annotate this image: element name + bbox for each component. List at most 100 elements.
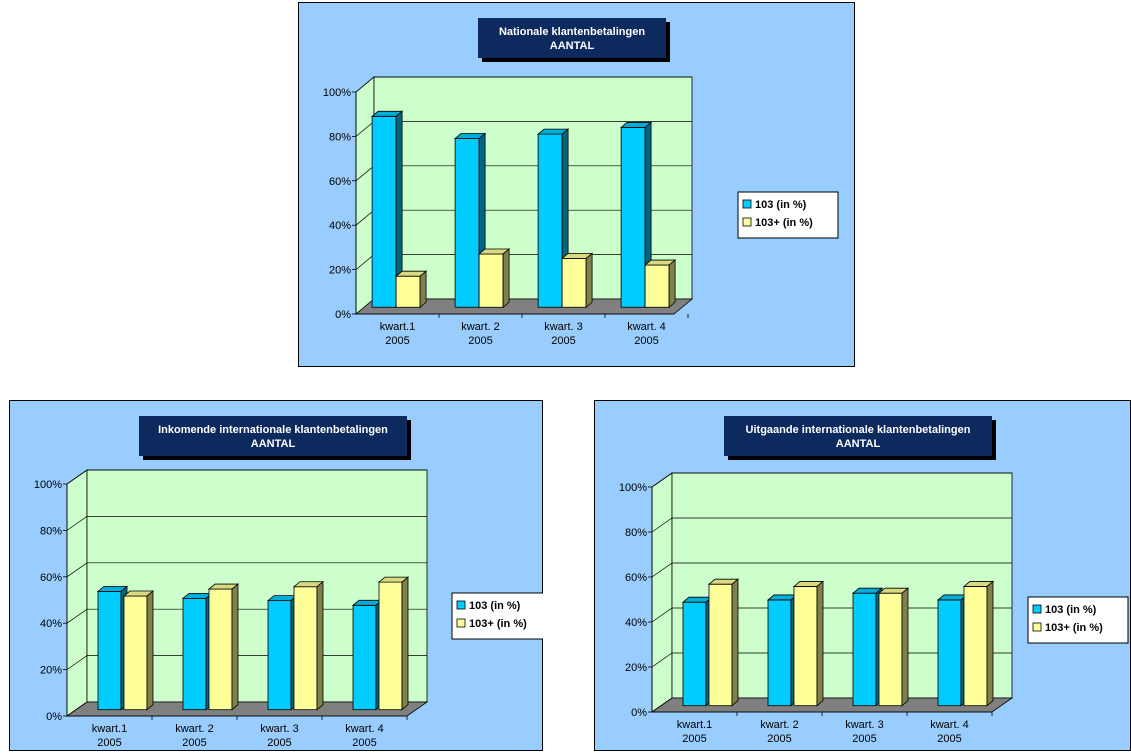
x-tick-label-year: 2005 — [97, 737, 121, 749]
bar-103plus-1 — [122, 590, 155, 711]
bar-side — [816, 580, 824, 707]
bar-front — [767, 599, 792, 707]
legend-label: 103 (in %) — [1045, 604, 1097, 616]
gridline — [66, 562, 427, 578]
chart-nationale: Nationale klantenbetalingen AANTAL 0% 20% 40… — [298, 2, 855, 367]
bar-103plus-4 — [377, 576, 410, 711]
chart-subtitle: AANTAL — [550, 40, 595, 52]
y-tick-label: 100% — [34, 479, 62, 491]
y-tick-label: 20% — [40, 665, 62, 677]
gridline — [66, 516, 427, 531]
x-tick-label: kwart. 2 — [760, 719, 799, 731]
bar-front — [852, 592, 877, 707]
bar-front — [454, 138, 480, 308]
x-tick-label: kwart.1 — [92, 723, 127, 735]
bar-front — [793, 586, 818, 707]
side-wall — [355, 76, 375, 315]
legend: 103 (in %) 103+ (in %) — [737, 191, 839, 239]
legend-label: 103 (in %) — [469, 600, 521, 612]
bar-front — [708, 583, 733, 707]
bar-103-4 — [351, 599, 384, 711]
x-tick-label: kwart. 4 — [930, 719, 969, 731]
y-tick-label: 60% — [40, 572, 62, 584]
legend-label: 103+ (in %) — [1045, 622, 1103, 634]
side-wall — [66, 469, 88, 717]
legend-swatch — [742, 217, 752, 227]
bar-front — [561, 258, 587, 308]
x-tick-label-year: 2005 — [852, 733, 876, 745]
bar-103-4 — [936, 594, 969, 707]
y-tick-label: 80% — [625, 527, 647, 539]
x-tick-label: kwart. 2 — [461, 321, 500, 333]
legend-label: 103+ (in %) — [469, 618, 527, 630]
bar-side — [901, 587, 909, 707]
bar-side — [401, 576, 409, 711]
legend-box — [1027, 596, 1129, 644]
bar-103-1 — [370, 110, 404, 309]
bar-side — [419, 270, 427, 309]
side-wall — [651, 472, 673, 713]
y-tick-label: 0% — [631, 707, 647, 719]
bar-front — [371, 115, 397, 308]
chart-subtitle: AANTAL — [251, 438, 296, 450]
gridline — [651, 472, 1012, 488]
bar-front — [937, 599, 962, 707]
x-tick-label: kwart. 3 — [845, 719, 884, 731]
y-tick-label: 20% — [329, 265, 351, 277]
bar-front — [478, 253, 504, 308]
bar-front — [97, 590, 122, 711]
title-box — [724, 416, 992, 456]
x-tick-label: kwart. 3 — [260, 723, 299, 735]
y-tick-label: 20% — [625, 662, 647, 674]
bar-side — [316, 580, 324, 711]
y-tick-label: 80% — [329, 131, 351, 143]
chart-title: Uitgaande internationale klantenbetaling… — [746, 424, 971, 436]
y-tick-label: 80% — [40, 525, 62, 537]
x-tick-label-year: 2005 — [267, 737, 291, 749]
legend-box — [451, 592, 543, 640]
x-tick-label: kwart. 2 — [175, 723, 214, 735]
bar-103-3 — [266, 594, 299, 711]
bar-front — [682, 601, 707, 707]
x-tick-label-year: 2005 — [385, 335, 409, 347]
bar-103-2 — [181, 592, 214, 711]
legend-label: 103 (in %) — [755, 199, 807, 211]
chart-subtitle: AANTAL — [836, 438, 881, 450]
x-tick-label: kwart.1 — [677, 719, 712, 731]
bar-103-1 — [96, 585, 129, 711]
bar-front — [620, 127, 646, 308]
x-tick-label: kwart. 4 — [627, 321, 666, 333]
gridline — [66, 469, 427, 485]
chart-svg: Uitgaande internationale klantenbetaling… — [594, 400, 1131, 751]
bar-103plus-2 — [207, 583, 240, 711]
bar-103plus-3 — [877, 587, 910, 707]
bar-front — [182, 597, 207, 711]
x-tick-label: kwart. 4 — [345, 723, 384, 735]
y-tick-label: 100% — [619, 482, 647, 494]
bar-front — [537, 133, 563, 308]
x-tick-label-year: 2005 — [352, 737, 376, 749]
x-tick-label-year: 2005 — [182, 737, 206, 749]
bar-side — [585, 252, 593, 309]
x-tick-label-year: 2005 — [682, 733, 706, 745]
chart-title: Nationale klantenbetalingen — [499, 26, 645, 38]
x-tick-label-year: 2005 — [551, 335, 575, 347]
chart-inkomende: Inkomende internationale klantenbetaling… — [9, 400, 543, 751]
bar-103-2 — [766, 594, 799, 707]
bar-103-1 — [681, 596, 714, 707]
legend-swatch — [456, 618, 466, 628]
bar-103plus-3 — [292, 580, 325, 711]
bar-side — [986, 580, 994, 707]
bar-103plus-4 — [962, 580, 995, 707]
bar-103plus-1 — [707, 578, 740, 707]
title-box — [478, 18, 666, 58]
legend-swatch — [456, 600, 466, 610]
bar-side — [231, 583, 239, 711]
x-tick-label: kwart. 3 — [544, 321, 583, 333]
legend-swatch — [742, 199, 752, 209]
bar-front — [293, 586, 318, 711]
chart-svg: Nationale klantenbetalingen AANTAL 0% 20% 40… — [298, 2, 855, 367]
bar-front — [378, 581, 403, 711]
bar-103plus-2 — [792, 580, 825, 707]
chart-title: Inkomende internationale klantenbetaling… — [158, 424, 388, 436]
